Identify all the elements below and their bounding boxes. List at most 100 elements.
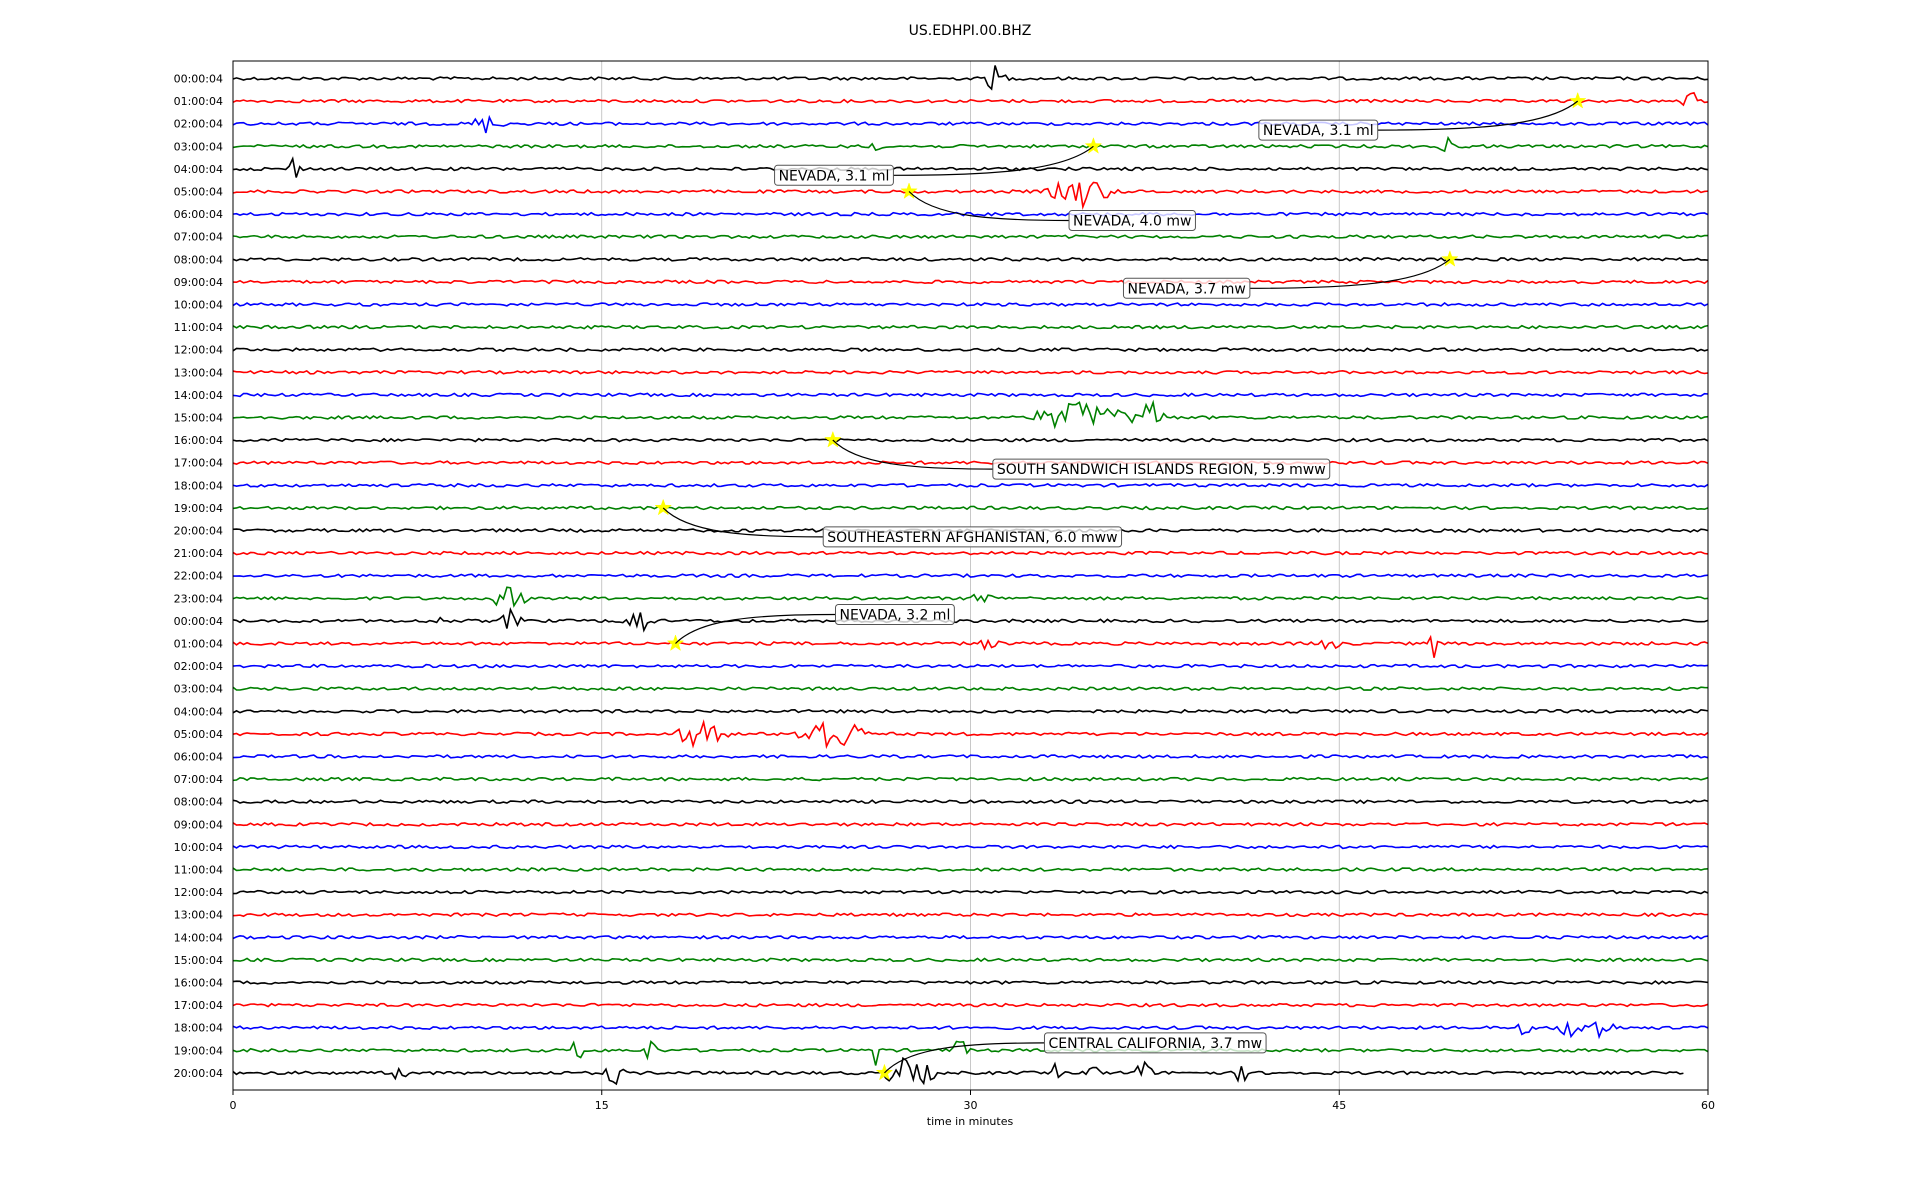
annotation-box [992, 458, 1331, 480]
event-star-marker [654, 498, 673, 516]
x-tick-label: 15 [595, 1099, 609, 1112]
event-label: SOUTHEASTERN AFGHANISTAN, 6.0 mww [827, 530, 1117, 546]
chart-title: US.EDHPI.00.BHZ [909, 23, 1032, 39]
trace-line [232, 91, 1709, 107]
row-label: 09:00:04 [174, 276, 223, 289]
annotation-group: NEVADA, 3.1 ml NEVADA, 3.1 ml NEVADA, 4.0 … [662, 100, 1579, 1074]
row-label: 18:00:04 [174, 479, 223, 492]
event-star-marker [824, 430, 842, 448]
row-label: 16:00:04 [174, 434, 223, 447]
row-label: 04:00:04 [174, 705, 223, 718]
row-label: 19:00:04 [174, 502, 223, 515]
annotation-connector [662, 507, 824, 538]
annotation-connector [675, 613, 836, 644]
event-label: NEVADA, 3.1 ml [1263, 123, 1374, 139]
row-label: 13:00:04 [174, 366, 223, 379]
row-label: 02:00:04 [174, 118, 223, 131]
row-label: 07:00:04 [174, 231, 223, 244]
row-label: 01:00:04 [174, 95, 223, 108]
trace-line [232, 586, 1709, 608]
event-label: NEVADA, 4.0 mw [1073, 214, 1191, 230]
trace-line [232, 686, 1709, 692]
row-label: 01:00:04 [174, 638, 223, 651]
row-label: 10:00:04 [174, 299, 223, 312]
trace-line [232, 135, 1709, 153]
trace-line [232, 399, 1709, 430]
trace-line [232, 934, 1709, 940]
row-label: 17:00:04 [174, 457, 223, 470]
trace-line [232, 821, 1709, 827]
row-label: 08:00:04 [174, 253, 223, 266]
trace-line [232, 65, 1709, 91]
trace-line [232, 634, 1709, 658]
row-label: 04:00:04 [174, 163, 223, 176]
trace-line [232, 324, 1709, 330]
row-labels: 00:00:04 01:00:04 02:00:04 03:00:04 04:00:04… [174, 73, 223, 1080]
row-label: 12:00:04 [174, 886, 223, 899]
row-label: 11:00:04 [174, 321, 223, 334]
row-label: 05:00:04 [174, 186, 223, 199]
event-star-marker [1441, 250, 1459, 267]
x-tick-label: 45 [1332, 1099, 1346, 1112]
annotation-box [774, 164, 894, 186]
trace-line [232, 347, 1709, 353]
row-label: 18:00:04 [174, 1022, 223, 1035]
row-label: 07:00:04 [174, 773, 223, 786]
annotation-box [835, 604, 955, 625]
row-label: 15:00:04 [174, 412, 223, 425]
trace-line [232, 708, 1709, 714]
trace-line [232, 302, 1709, 307]
event-star-marker [1084, 137, 1103, 154]
annotation-connector [893, 145, 1094, 176]
row-label: 02:00:04 [174, 660, 223, 673]
trace-line [232, 256, 1709, 262]
row-label: 11:00:04 [174, 864, 223, 877]
annotation-box [1043, 1032, 1267, 1054]
row-label: 10:00:04 [174, 841, 223, 854]
x-tick-label: 30 [964, 1099, 978, 1112]
row-label: 17:00:04 [174, 999, 223, 1012]
row-label: 14:00:04 [174, 389, 223, 402]
row-label: 21:00:04 [174, 547, 223, 560]
trace-line [232, 663, 1709, 669]
trace-line [232, 279, 1709, 285]
row-label: 06:00:04 [174, 751, 223, 764]
trace-line [232, 392, 1709, 398]
event-marker-group [654, 91, 1587, 1081]
trace-line [232, 799, 1709, 805]
row-label: 03:00:04 [174, 683, 223, 696]
trace-line [232, 234, 1709, 240]
row-label: 14:00:04 [174, 931, 223, 944]
x-axis-label: time in minutes [927, 1115, 1014, 1128]
x-tick-label: 60 [1701, 1099, 1715, 1112]
trace-line [232, 505, 1709, 511]
row-label: 05:00:04 [174, 728, 223, 741]
trace-line [232, 1040, 1709, 1066]
trace-line [232, 844, 1709, 850]
annotation-connector [1249, 258, 1451, 289]
x-tick-label: 0 [230, 1099, 237, 1112]
trace-line [232, 912, 1709, 918]
annotation-box [1068, 210, 1196, 231]
trace-line [232, 867, 1709, 872]
event-label: CENTRAL CALIFORNIA, 3.7 mw [1048, 1036, 1262, 1052]
annotation-connector [1377, 100, 1579, 131]
trace-line [232, 460, 1709, 466]
trace-line [232, 156, 1709, 178]
event-star-marker [900, 182, 918, 199]
row-label: 13:00:04 [174, 909, 223, 922]
annotation-connector [908, 191, 1070, 222]
trace-line [232, 482, 1709, 488]
row-label: 22:00:04 [174, 570, 223, 583]
row-label: 03:00:04 [174, 140, 223, 153]
trace-line [232, 550, 1709, 556]
annotation-box [1258, 119, 1379, 141]
row-label: 20:00:04 [174, 1067, 223, 1080]
trace-line [232, 180, 1709, 210]
event-label: SOUTH SANDWICH ISLANDS REGION, 5.9 mww [997, 462, 1326, 478]
row-label: 12:00:04 [174, 344, 223, 357]
trace-line [232, 369, 1709, 375]
trace-line [232, 980, 1709, 985]
trace-line [232, 606, 1709, 633]
